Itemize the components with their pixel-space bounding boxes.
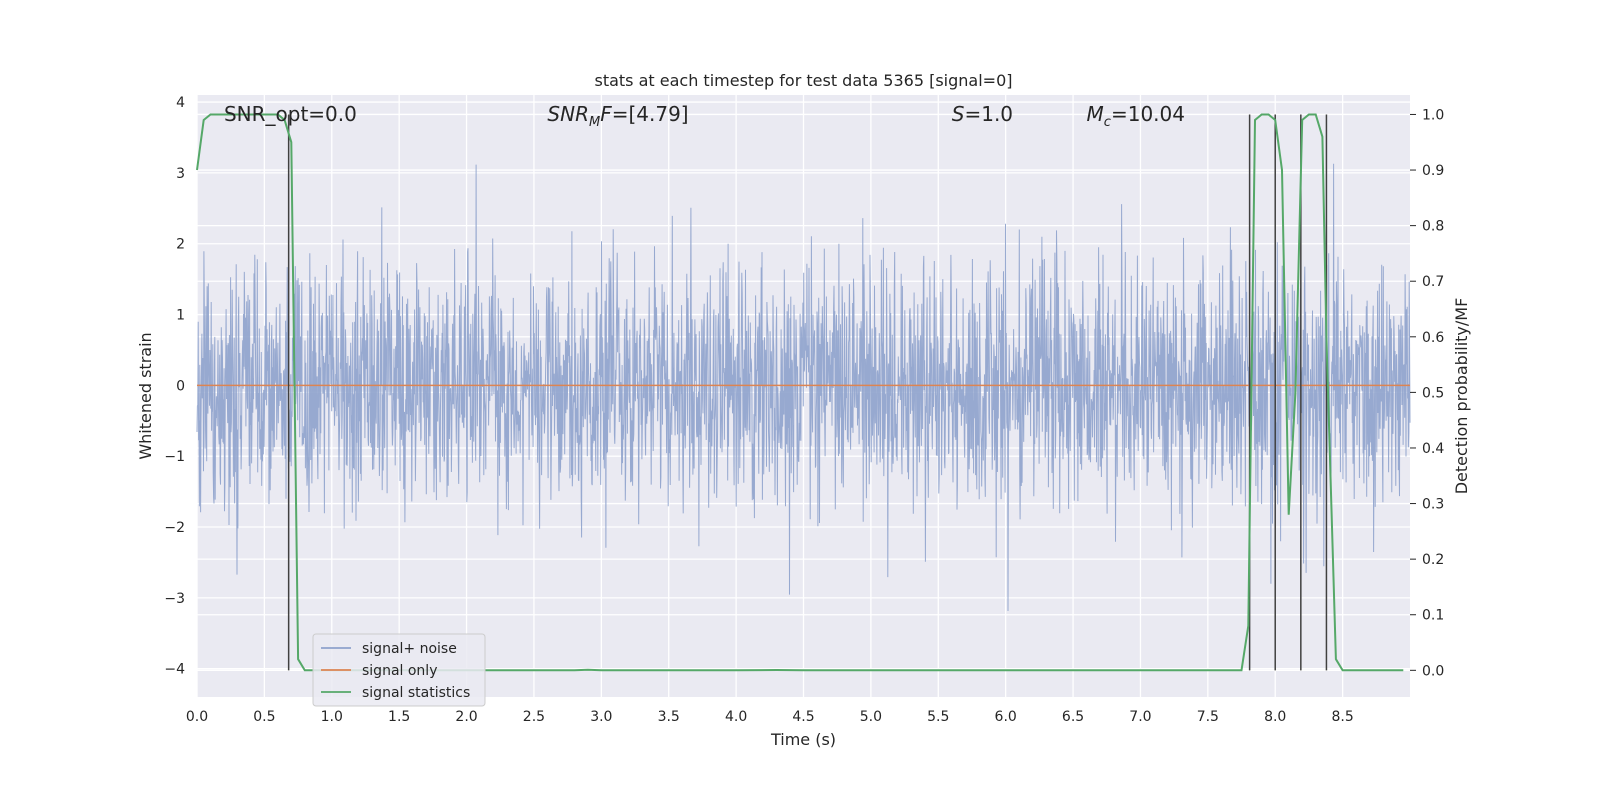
x-tick-label: 8.5 [1331, 709, 1353, 725]
y2-tick-label: 0.4 [1422, 441, 1444, 457]
x-tick-label: 6.0 [995, 709, 1017, 725]
legend-label-signal-noise: signal+ noise [362, 641, 457, 657]
annotation-symbol: S [952, 102, 965, 126]
y2-tick-label: 0.8 [1422, 219, 1444, 235]
y2-tick-label: 0.7 [1422, 274, 1444, 290]
axes: 0.0 0.5 1.0 1.5 2.0 2.5 3.0 3.5 4.0 4.5 5.0 5.5 6.0 6… [164, 95, 1444, 725]
annotation-0: SNR_opt=0.0 [224, 102, 357, 126]
y-tick-label: 1 [176, 308, 185, 324]
y2-tick-label: 0.5 [1422, 385, 1444, 401]
noise-trace [196, 163, 1411, 612]
x-tick-label: 4.0 [725, 709, 747, 725]
x-tick-label: 1.0 [321, 709, 343, 725]
x-tick-label: 1.5 [388, 709, 410, 725]
annotation-2: S=1.0 [952, 102, 1013, 126]
y-tick-label: −1 [164, 449, 185, 465]
y2-axis-label: Detection probability/MF [1452, 298, 1471, 495]
y2-tick-label: 0.9 [1422, 163, 1444, 179]
annotation-rest: = [1111, 102, 1128, 126]
x-tick-label: 4.5 [792, 709, 814, 725]
y2-tick-label: 0.0 [1422, 663, 1444, 679]
y2-tick-label: 0.2 [1422, 552, 1444, 568]
x-tick-label: 3.5 [658, 709, 680, 725]
x-tick-label: 0.0 [186, 709, 208, 725]
x-axis-label: Time (s) [770, 730, 836, 749]
series-signal-statistics-line [196, 113, 1404, 672]
legend-label-signal-statistics: signal statistics [362, 685, 470, 701]
x-tick-label: 0.5 [253, 709, 275, 725]
annotation-prefix: SNR_opt= [224, 102, 325, 126]
legend-label-signal-only: signal only [362, 663, 437, 679]
y2-tick-label: 0.6 [1422, 330, 1444, 346]
annotation-rest: F= [600, 102, 628, 126]
series-signal-noise-line [196, 163, 1411, 612]
annotations: SNR_opt=0.0 SNRMF=[4.79] S=1.0 Mc=10.04 [224, 102, 1185, 130]
x-tick-label: 6.5 [1062, 709, 1084, 725]
y-tick-label: −4 [164, 662, 185, 678]
series-lines [196, 113, 1410, 672]
y-axis-label: Whitened strain [136, 332, 155, 459]
x-tick-label: 5.5 [927, 709, 949, 725]
x-tick-label: 2.5 [523, 709, 545, 725]
annotation-subscript: M [589, 115, 600, 130]
annotation-symbol: SNR [547, 102, 589, 126]
annotation-subscript: c [1104, 115, 1111, 130]
chart-title: stats at each timestep for test data 536… [594, 71, 1012, 90]
y-tick-label: 0 [176, 378, 185, 394]
annotation-3: Mc=10.04 [1087, 102, 1185, 130]
annotation-value: 0.0 [325, 102, 357, 126]
x-tick-label: 8.0 [1264, 709, 1286, 725]
y-tick-label: 2 [176, 237, 185, 253]
annotation-value: [4.79] [628, 102, 688, 126]
annotation-rest: = [964, 102, 981, 126]
y2-tick-label: 0.3 [1422, 497, 1444, 513]
legend-box [312, 633, 486, 707]
x-tick-label: 7.5 [1197, 709, 1219, 725]
x-tick-label: 7.0 [1129, 709, 1151, 725]
y-tick-label: 4 [176, 95, 185, 111]
x-tick-label: 2.0 [455, 709, 477, 725]
legend: signal+ noise signal only signal statist… [312, 633, 486, 707]
y-tick-label: 3 [176, 166, 185, 182]
annotation-value: 1.0 [981, 102, 1013, 126]
x-tick-label: 3.0 [590, 709, 612, 725]
y2-tick-label: 1.0 [1422, 107, 1444, 123]
y-tick-label: −2 [164, 520, 185, 536]
annotation-1: SNRMF=[4.79] [547, 102, 688, 130]
annotation-symbol: M [1087, 102, 1104, 126]
x-tick-label: 5.0 [860, 709, 882, 725]
y-tick-label: −3 [164, 591, 185, 607]
annotation-value: 10.04 [1128, 102, 1185, 126]
y2-tick-label: 0.1 [1422, 608, 1444, 624]
